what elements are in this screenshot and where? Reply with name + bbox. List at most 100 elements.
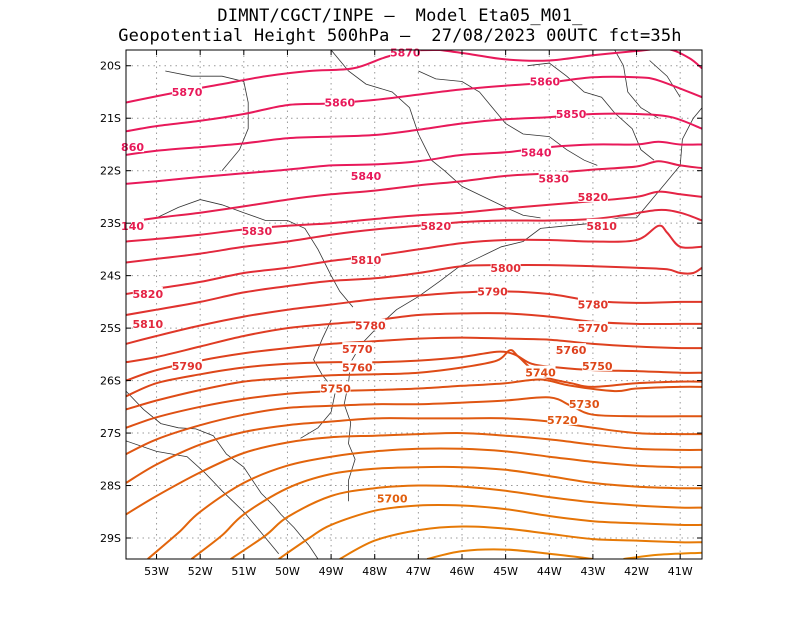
coastline-segment [527,62,655,161]
contour-label-background [556,107,587,120]
coastline-segment [126,390,319,559]
contour-label: 5820 [133,288,164,301]
coastline-segment [330,50,541,219]
contour-label-background [547,412,578,425]
contour-line-5710 [126,417,702,484]
contour-label: 5780 [355,319,386,332]
contour-line-5860 [440,50,702,70]
contour-label: 5740 [525,367,556,380]
contour-label-background [529,74,560,87]
contour-line-5720 [126,396,702,455]
coastline-segment [614,50,659,119]
contour-line-5820 [126,190,702,243]
contour-label-background [582,358,613,371]
contour-line-5660 [278,503,702,559]
x-tick-label: 50W [275,565,300,578]
contour-label: 5810 [586,220,617,233]
contour-line-5730 [126,378,702,429]
contour-label: 5810 [133,318,164,331]
contour-label-background [477,284,508,297]
contour-label-background [556,343,587,356]
contour-line-5650 [339,525,702,559]
contour-label-background [490,260,521,273]
contour-label-background [172,358,203,371]
contour-label: 5760 [342,361,373,374]
contour-line-5810 [126,208,702,264]
contour-line-5790 [126,264,702,316]
contour-label-background [351,252,381,265]
contour-label: 140 [121,220,144,233]
contour-label: 5770 [342,343,373,356]
contour-label: 860 [121,141,144,154]
coastline-segment [649,60,681,98]
contour-label-background [521,145,552,158]
contour-label: 5750 [320,382,351,395]
contour-line-5630 [623,551,702,559]
contour-label: 5870 [172,86,203,99]
contour-label-background [525,365,556,378]
contour-label-background [342,360,373,373]
y-tick-label: 27S [100,427,121,440]
contour-label-background [132,316,163,329]
contour-label: 5790 [172,360,203,373]
contour-line-5770 [126,312,702,364]
contour-label-background [377,491,408,504]
contour-lines-layer [126,50,702,559]
contour-label-background [420,218,451,231]
contour-line-5850 [126,112,702,156]
contour-label: 5810 [351,254,382,267]
x-tick-label: 53W [144,565,169,578]
y-tick-label: 20S [100,60,121,73]
y-tick-label: 28S [100,480,121,493]
contour-label: 5700 [377,493,408,506]
contour-label-background [241,224,272,237]
y-tick-label: 21S [100,112,121,125]
axis-ticks-layer: 53W 52W 51W 50W 49W 48W 47W 46W 45W 44W 43W 42W 41W 2… [100,50,702,578]
x-tick-label: 42W [624,565,649,578]
contour-label: 5760 [556,344,587,357]
contour-line-5640 [426,548,594,559]
contour-label: 5820 [421,220,452,233]
contour-label: 5770 [578,322,609,335]
contour-label-background [320,381,351,394]
contour-label-background [324,95,355,108]
y-tick-label: 25S [100,322,121,335]
contour-line-5760 [126,336,702,382]
contour-line-5780 [126,290,702,345]
contour-label-background [351,168,381,181]
contour-label-background [586,218,617,231]
contour-label: 5800 [490,262,521,275]
contour-label-background [132,287,163,300]
contour-label-background [538,171,569,184]
chart-title-line-1: DIMNT/CGCT/INPE – Model Eta05_M01_ [217,6,583,26]
contour-label: 5850 [556,108,587,121]
contour-label: 5780 [578,299,609,312]
contour-label-background [390,45,421,58]
coastline-segment [156,199,354,308]
contour-line-5670 [230,484,702,559]
contour-label: 5790 [477,285,508,298]
x-tick-label: 49W [319,565,344,578]
contour-label-background [172,84,203,97]
contour-labels-layer: 5870 5870 5860 5860 5850 860 5840 5840 5830 5820 1… [121,45,617,506]
x-tick-label: 48W [362,565,387,578]
contour-line-5800 [126,224,702,295]
contour-label: 5870 [390,47,421,60]
contour-label-background [121,218,145,231]
lat-lon-gridlines [126,50,702,559]
x-tick-label: 45W [493,565,518,578]
x-tick-label: 47W [406,565,431,578]
contour-label: 5840 [521,146,552,159]
y-tick-label: 26S [100,375,121,388]
contour-label: 5820 [578,191,609,204]
x-tick-label: 44W [537,565,562,578]
y-tick-label: 29S [100,532,121,545]
contour-line-5700 [126,432,702,516]
contour-label: 5750 [582,360,613,373]
contour-line-5830 [126,160,702,224]
contour-label: 5830 [242,225,273,238]
contour-label-background [121,140,145,153]
x-tick-label: 46W [450,565,475,578]
y-tick-label: 24S [100,270,121,283]
contour-label: 5730 [569,398,600,411]
